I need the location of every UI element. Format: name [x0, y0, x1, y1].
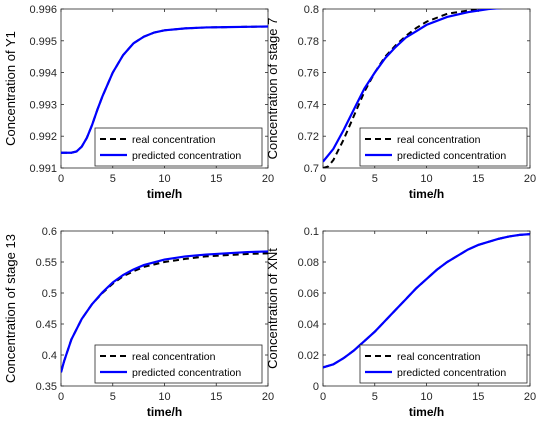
y-tick-label: 0.55	[36, 257, 57, 269]
subplot-3: 0 5 10 15 20 0.35 0.4 0.45 0.5 0.55 0.6 time/h Conce…	[3, 226, 274, 419]
y-tick-label: 0.72	[298, 131, 319, 143]
series-predicted-line	[323, 9, 503, 163]
x-tick-label: 0	[58, 173, 64, 185]
x-tick-label: 15	[210, 173, 222, 185]
y-tick-label: 0.08	[298, 257, 319, 269]
x-axis-label: time/h	[147, 405, 182, 419]
y-tick-label: 0.993	[29, 99, 57, 111]
legend-box	[359, 127, 528, 167]
y-tick-label: 0.8	[304, 4, 319, 16]
y-tick-label: 0.991	[29, 163, 57, 175]
y-tick-label: 0.78	[298, 36, 319, 48]
x-tick-label: 15	[472, 173, 484, 185]
y-tick-label: 0.6	[42, 226, 57, 238]
x-axis-label: time/h	[409, 405, 444, 419]
x-axis-label: time/h	[409, 187, 444, 201]
y-tick-label: 0.4	[42, 350, 57, 362]
legend-label: predicted concentration	[397, 367, 506, 379]
legend-box	[359, 344, 528, 384]
x-tick-label: 20	[262, 173, 274, 185]
legend-label: predicted concentration	[132, 150, 241, 162]
x-axis-label: time/h	[147, 187, 182, 201]
x-tick-label: 5	[110, 391, 116, 403]
x-tick-label: 0	[320, 391, 326, 403]
y-axis-label: Concentration of XNt	[265, 248, 280, 369]
y-tick-label: 0.994	[29, 68, 57, 80]
x-tick-label: 5	[372, 173, 378, 185]
legend: real concentration predicted concentratio…	[94, 127, 263, 167]
y-tick-label: 0.04	[298, 319, 319, 331]
x-tick-label: 10	[158, 391, 170, 403]
series-predicted-line	[61, 250, 268, 373]
legend-label: predicted concentration	[397, 150, 506, 162]
x-tick-label: 10	[420, 391, 432, 403]
legend: real concentration predicted concentratio…	[359, 127, 528, 167]
legend-label: real concentration	[397, 134, 481, 146]
subplot-2: 0 5 10 15 20 0.7 0.72 0.74 0.76 0.78 0.8 time/h Conc…	[265, 4, 536, 201]
x-tick-label: 10	[420, 173, 432, 185]
x-tick-label: 15	[210, 391, 222, 403]
y-tick-label: 0.74	[298, 99, 319, 111]
y-tick-label: 0.992	[29, 131, 57, 143]
y-axis-label: Concentration of stage 13	[3, 234, 18, 383]
y-axis-label: Concentration of Y1	[3, 31, 18, 146]
x-tick-label: 20	[524, 391, 536, 403]
legend: real concentration predicted concentratio…	[359, 344, 528, 384]
x-tick-label: 5	[110, 173, 116, 185]
x-tick-label: 20	[524, 173, 536, 185]
x-tick-label: 0	[58, 391, 64, 403]
y-tick-label: 0.02	[298, 350, 319, 362]
y-tick-label: 0.5	[42, 288, 57, 300]
y-axis-label: Concentration of stage 7	[265, 18, 280, 160]
legend-label: real concentration	[397, 351, 481, 363]
subplot-1: 0 5 10 15 20 0.991 0.992 0.993 0.994 0.995 0.996 ti…	[3, 4, 274, 201]
x-tick-label: 20	[262, 391, 274, 403]
series-predicted-line	[61, 25, 268, 154]
legend: real concentration predicted concentratio…	[94, 344, 263, 384]
x-tick-label: 15	[472, 391, 484, 403]
legend-label: real concentration	[132, 134, 216, 146]
y-tick-label: 0.1	[304, 226, 319, 238]
legend-box	[94, 344, 263, 384]
y-tick-label: 0.76	[298, 68, 319, 80]
legend-label: real concentration	[132, 351, 216, 363]
x-tick-label: 0	[320, 173, 326, 185]
legend-label: predicted concentration	[132, 367, 241, 379]
subplot-4: 0 5 10 15 20 0 0.02 0.04 0.06 0.08 0.1 time/h Concen…	[265, 226, 536, 419]
y-tick-label: 0.35	[36, 381, 57, 393]
y-tick-label: 0.996	[29, 4, 57, 16]
x-tick-label: 5	[372, 391, 378, 403]
y-tick-label: 0.995	[29, 36, 57, 48]
y-tick-label: 0	[313, 381, 319, 393]
y-tick-label: 0.45	[36, 319, 57, 331]
legend-box	[94, 127, 263, 167]
series-predicted-line	[323, 233, 530, 369]
x-tick-label: 10	[158, 173, 170, 185]
y-tick-label: 0.7	[304, 163, 319, 175]
series-real-line	[323, 9, 485, 168]
y-tick-label: 0.06	[298, 288, 319, 300]
